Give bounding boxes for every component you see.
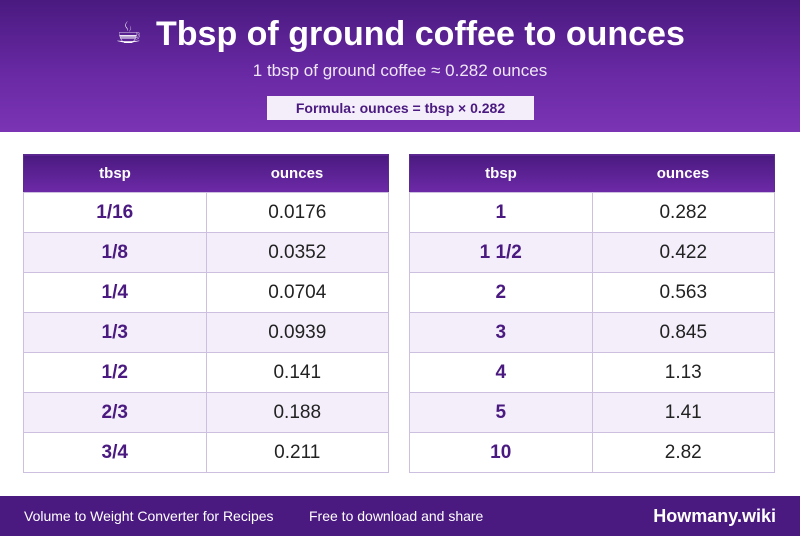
conversion-subtitle: 1 tbsp of ground coffee ≈ 0.282 ounces xyxy=(252,61,548,80)
tbsp-cell: 2 xyxy=(409,272,593,313)
ounces-cell: 0.282 xyxy=(591,192,775,233)
table-row: 1/8 0.0352 xyxy=(23,232,389,273)
table-row: 1/3 0.0939 xyxy=(23,312,389,353)
page-title: ☕ Tbsp of ground coffee to ounces xyxy=(0,14,800,54)
ounces-cell: 0.845 xyxy=(591,312,775,353)
coffee-cup-icon: ☕ xyxy=(115,16,142,51)
ounces-cell: 1.41 xyxy=(591,392,775,433)
footer-share-text: Free to download and share xyxy=(309,508,484,524)
tbsp-cell: 1/2 xyxy=(23,352,207,393)
title-text: Tbsp of ground coffee to ounces xyxy=(156,15,685,53)
column-header-tbsp: tbsp xyxy=(409,154,592,193)
tbsp-cell: 3 xyxy=(409,312,593,353)
table-row: 5 1.41 xyxy=(409,392,775,433)
tbsp-cell: 1 1/2 xyxy=(409,232,593,273)
column-header-ounces: ounces xyxy=(592,154,775,193)
table-row: 3 0.845 xyxy=(409,312,775,353)
ounces-cell: 0.141 xyxy=(205,352,389,393)
conversion-table-right: tbsp ounces 1 0.282 1 1/2 0.422 2 0.563 … xyxy=(409,154,775,473)
tbsp-cell: 1 xyxy=(409,192,593,233)
table-row: 2/3 0.188 xyxy=(23,392,389,433)
tbsp-cell: 10 xyxy=(409,432,593,473)
ounces-cell: 1.13 xyxy=(591,352,775,393)
ounces-cell: 0.188 xyxy=(205,392,389,433)
column-header-ounces: ounces xyxy=(206,154,389,193)
ounces-cell: 0.422 xyxy=(591,232,775,273)
ounces-cell: 0.0352 xyxy=(205,232,389,273)
column-header-tbsp: tbsp xyxy=(23,154,206,193)
ounces-cell: 0.0176 xyxy=(205,192,389,233)
ounces-cell: 0.0939 xyxy=(205,312,389,353)
tbsp-cell: 1/4 xyxy=(23,272,207,313)
table-row: 2 0.563 xyxy=(409,272,775,313)
tbsp-cell: 1/3 xyxy=(23,312,207,353)
table-row: 1 0.282 xyxy=(409,192,775,233)
table-row: 3/4 0.211 xyxy=(23,432,389,473)
tbsp-cell: 1/8 xyxy=(23,232,207,273)
tbsp-cell: 5 xyxy=(409,392,593,433)
table-row: 4 1.13 xyxy=(409,352,775,393)
table-header-row: tbsp ounces xyxy=(23,154,389,193)
footer-converter-text: Volume to Weight Converter for Recipes xyxy=(24,508,274,524)
header-banner: ☕ Tbsp of ground coffee to ounces 1 tbsp … xyxy=(0,0,800,132)
tbsp-cell: 3/4 xyxy=(23,432,207,473)
tbsp-cell: 4 xyxy=(409,352,593,393)
formula-badge: Formula: ounces = tbsp × 0.282 xyxy=(267,96,534,120)
table-row: 1/4 0.0704 xyxy=(23,272,389,313)
ounces-cell: 0.211 xyxy=(205,432,389,473)
table-row: 1/16 0.0176 xyxy=(23,192,389,233)
conversion-table-left: tbsp ounces 1/16 0.0176 1/8 0.0352 1/4 0… xyxy=(23,154,389,473)
table-row: 1 1/2 0.422 xyxy=(409,232,775,273)
ounces-cell: 2.82 xyxy=(591,432,775,473)
tbsp-cell: 1/16 xyxy=(23,192,207,233)
ounces-cell: 0.0704 xyxy=(205,272,389,313)
table-row: 10 2.82 xyxy=(409,432,775,473)
table-row: 1/2 0.141 xyxy=(23,352,389,393)
footer-bar: Volume to Weight Converter for Recipes F… xyxy=(0,496,800,536)
brand-logo-text: Howmany.wiki xyxy=(653,506,776,526)
ounces-cell: 0.563 xyxy=(591,272,775,313)
tbsp-cell: 2/3 xyxy=(23,392,207,433)
table-header-row: tbsp ounces xyxy=(409,154,775,193)
